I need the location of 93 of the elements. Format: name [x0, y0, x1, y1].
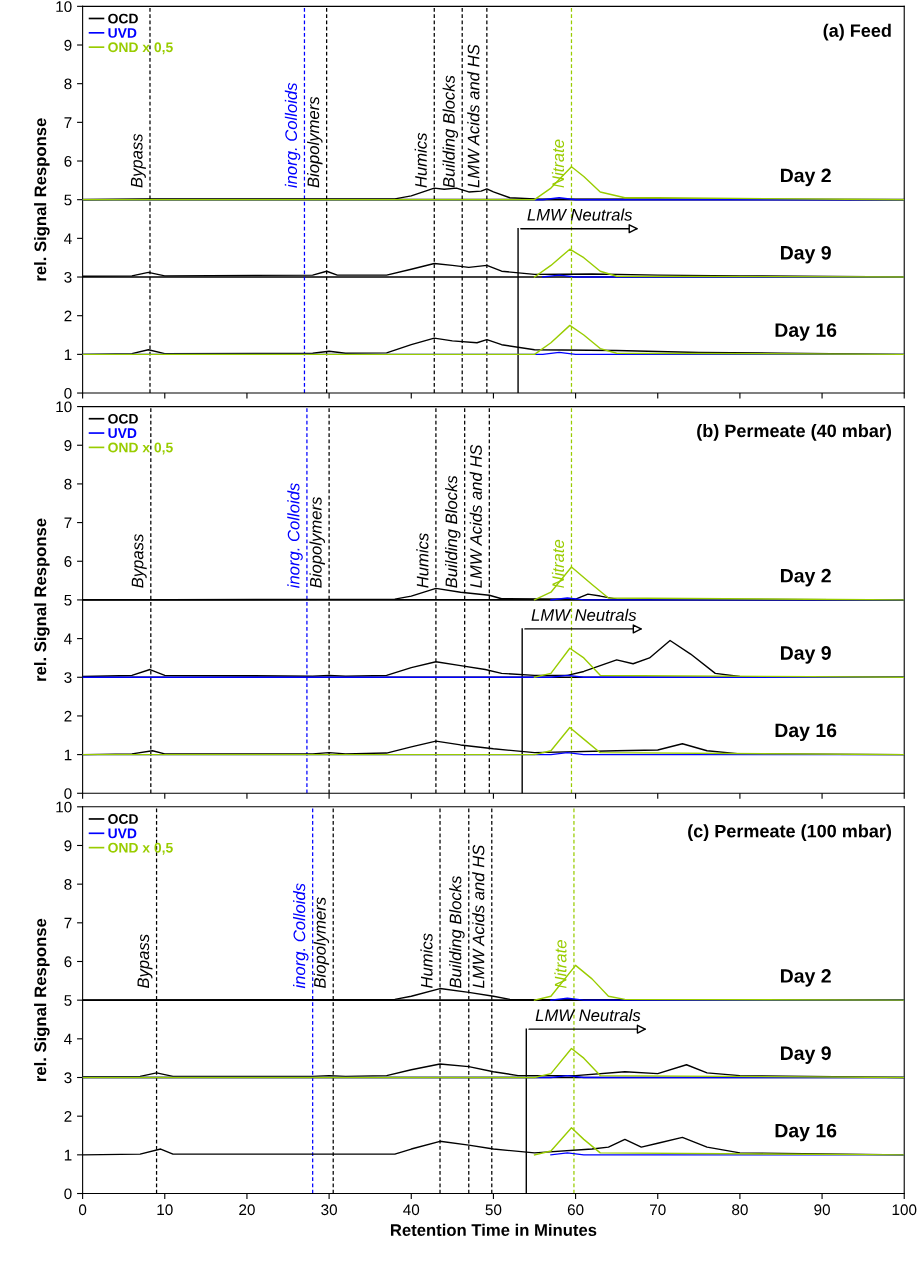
ref-line-label: LMW Acids and HS — [472, 844, 485, 989]
annotation: Day 9 — [781, 1046, 831, 1064]
y-tick-label: 10 — [56, 1, 72, 13]
y-tick-label: 5 — [64, 594, 72, 606]
y-tick-label: 2 — [64, 1111, 72, 1122]
annotation: Day 2 — [781, 568, 831, 587]
y-tick-label: 4 — [64, 633, 72, 645]
legend-label: OCD — [108, 814, 138, 824]
x-tick-label: 0 — [78, 1204, 87, 1216]
y-axis-title: rel. Signal Response — [34, 918, 50, 1082]
ref-line-label: inorg. Colloids — [293, 883, 309, 989]
y-tick-label: 7 — [64, 117, 72, 128]
legend-label: UVD — [108, 828, 137, 839]
y-tick-label: 9 — [64, 440, 72, 451]
y-tick-label: 5 — [64, 194, 72, 206]
x-tick-label: 70 — [650, 1204, 666, 1216]
ref-line-label: Bypass — [137, 934, 153, 989]
annotation: Day 16 — [775, 1123, 837, 1142]
legend-label: OND x 0,5 — [108, 42, 173, 55]
y-tick-label: 3 — [64, 1072, 72, 1084]
x-tick-label: 50 — [485, 1204, 502, 1216]
text: (a) Feed — [823, 23, 891, 41]
ref-line-label: LMW Acids and HS — [469, 444, 482, 588]
annotation: Day 2 — [781, 969, 831, 987]
y-axis-title: rel. Signal Response — [34, 118, 50, 281]
y-tick-label: 6 — [64, 956, 72, 968]
x-tick-label: 60 — [567, 1204, 584, 1216]
y-tick-label: 6 — [64, 155, 72, 167]
legend-label: OCD — [108, 13, 138, 24]
ref-line-label: Biopolymers — [313, 897, 330, 989]
ref-line-label: Biopolymers — [309, 496, 325, 588]
ref-line-label: Nitrate — [551, 539, 565, 588]
ref-line-label: LMW Neutrals — [535, 1008, 641, 1022]
ref-line-label: Building Blocks — [449, 875, 465, 989]
y-tick-label: 0 — [64, 1188, 72, 1200]
ref-line-label: Building Blocks — [442, 75, 459, 188]
x-tick-label: 20 — [239, 1204, 255, 1216]
ref-line-label: inorg. Colloids — [284, 82, 301, 188]
y-tick-label: 10 — [56, 801, 72, 813]
x-tick-label: 40 — [403, 1204, 420, 1216]
ref-line-label: LMW Neutrals — [527, 208, 633, 221]
x-tick-label: 90 — [814, 1204, 830, 1216]
ref-line-label: Nitrate — [551, 139, 565, 188]
x-axis-title: Retention Time in Minutes — [390, 1223, 597, 1236]
y-tick-label: 2 — [64, 310, 72, 322]
ref-line-label: LMW Acids and HS — [467, 44, 480, 188]
text: (b) Permeate (40 mbar) — [697, 423, 892, 441]
y-tick-label: 7 — [64, 917, 72, 929]
y-tick-label: 3 — [64, 271, 72, 283]
x-tick-label: 30 — [321, 1204, 337, 1216]
x-tick-label: 80 — [732, 1204, 748, 1216]
y-axis-title: rel. Signal Response — [34, 518, 50, 681]
y-tick-label: 1 — [64, 349, 72, 360]
text: (c) Permeate (100 mbar) — [688, 824, 892, 842]
legend-label: OCD — [108, 413, 138, 424]
y-tick-label: 9 — [64, 39, 72, 51]
y-tick-label: 1 — [64, 749, 72, 761]
ref-line-label: inorg. Colloids — [287, 483, 303, 589]
y-tick-label: 7 — [64, 517, 72, 529]
y-tick-label: 5 — [64, 995, 72, 1006]
y-tick-label: 2 — [64, 710, 72, 722]
y-tick-label: 3 — [64, 672, 72, 683]
ref-line-label: Biopolymers — [306, 96, 323, 188]
annotation: Day 9 — [781, 646, 831, 664]
y-tick-label: 0 — [64, 788, 72, 799]
legend-label: UVD — [108, 28, 137, 38]
y-tick-label: 0 — [64, 387, 72, 399]
annotation: Day 9 — [781, 245, 831, 264]
y-tick-label: 8 — [64, 478, 72, 490]
legend-label: OND x 0,5 — [108, 842, 173, 855]
y-tick-label: 4 — [64, 1033, 72, 1045]
annotation: Day 16 — [775, 323, 837, 341]
y-tick-label: 1 — [64, 1149, 72, 1161]
ref-line-label: Nitrate — [554, 940, 567, 989]
y-tick-label: 6 — [64, 556, 72, 567]
annotation: Day 16 — [775, 723, 837, 742]
y-tick-label: 9 — [64, 840, 72, 852]
ref-line-label: LMW Neutrals — [531, 608, 637, 621]
x-tick-label: 10 — [157, 1204, 173, 1216]
ref-line-label: Building Blocks — [445, 475, 461, 588]
y-tick-label: 8 — [64, 879, 72, 890]
ref-line-label: Bypass — [130, 133, 146, 188]
ref-line-label: Bypass — [131, 534, 147, 588]
x-tick-label: 100 — [892, 1204, 917, 1216]
ref-line-label: Humics — [414, 132, 427, 188]
y-tick-label: 4 — [64, 233, 72, 244]
legend-label: UVD — [108, 428, 137, 439]
ref-line-label: Humics — [416, 533, 429, 588]
annotation: Day 2 — [781, 168, 831, 187]
y-tick-label: 10 — [56, 401, 72, 413]
y-tick-label: 8 — [64, 78, 72, 90]
ref-line-label: Humics — [420, 933, 433, 989]
legend-label: OND x 0,5 — [108, 442, 173, 455]
